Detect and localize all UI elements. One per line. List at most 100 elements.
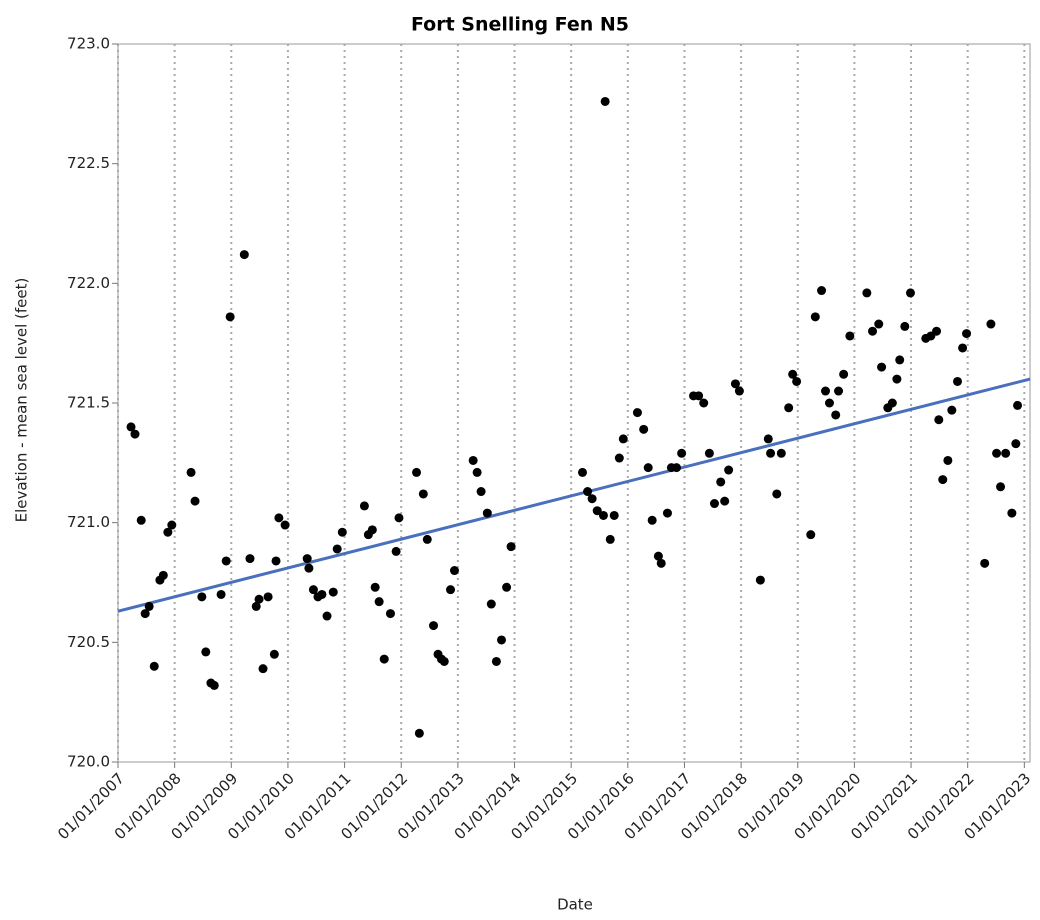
point <box>186 467 196 477</box>
point <box>862 288 872 298</box>
point <box>1007 508 1017 518</box>
point <box>704 448 714 458</box>
point <box>845 331 855 341</box>
point <box>598 510 608 520</box>
point <box>476 487 486 497</box>
point <box>834 386 844 396</box>
point <box>167 520 177 530</box>
point <box>614 453 624 463</box>
point <box>258 664 268 674</box>
point <box>672 463 682 473</box>
point <box>225 312 235 322</box>
point <box>839 369 849 379</box>
y-tick-label: 722.5 <box>67 154 110 172</box>
point <box>274 513 284 523</box>
point <box>947 405 957 415</box>
x-axis-label: Date <box>557 896 593 914</box>
point <box>245 554 255 564</box>
point <box>938 475 948 485</box>
point <box>280 520 290 530</box>
point <box>716 477 726 487</box>
point <box>136 515 146 525</box>
point <box>784 403 794 413</box>
point <box>412 467 422 477</box>
point <box>694 391 704 401</box>
point <box>385 609 395 619</box>
point <box>831 410 841 420</box>
point <box>996 482 1006 492</box>
point <box>868 326 878 336</box>
point <box>1013 400 1023 410</box>
point <box>724 465 734 475</box>
point <box>772 489 782 499</box>
point <box>374 597 384 607</box>
point <box>197 592 207 602</box>
point <box>905 288 915 298</box>
point <box>734 386 744 396</box>
point <box>163 527 173 537</box>
point <box>656 558 666 568</box>
point <box>379 654 389 664</box>
point <box>449 566 459 576</box>
point <box>221 556 231 566</box>
point <box>370 582 380 592</box>
point <box>600 96 610 106</box>
point <box>788 369 798 379</box>
point <box>391 546 401 556</box>
point <box>302 554 312 564</box>
point <box>810 312 820 322</box>
point <box>730 379 740 389</box>
point <box>418 489 428 499</box>
point <box>472 467 482 477</box>
point <box>653 551 663 561</box>
point <box>605 534 615 544</box>
point <box>892 374 902 384</box>
point <box>126 422 136 432</box>
point <box>577 467 587 477</box>
point <box>140 609 150 619</box>
point <box>446 585 456 595</box>
point <box>337 527 347 537</box>
point <box>776 448 786 458</box>
point <box>958 343 968 353</box>
point <box>422 534 432 544</box>
point <box>766 448 776 458</box>
point <box>254 594 264 604</box>
point <box>583 487 593 497</box>
y-tick-label: 723.0 <box>67 35 110 53</box>
point <box>271 556 281 566</box>
point <box>643 463 653 473</box>
point <box>662 508 672 518</box>
y-tick-label: 721.5 <box>67 394 110 412</box>
point <box>149 661 159 671</box>
point <box>144 601 154 611</box>
point <box>414 728 424 738</box>
point <box>216 589 226 599</box>
point <box>251 601 261 611</box>
point <box>821 386 831 396</box>
point <box>763 434 773 444</box>
point <box>209 680 219 690</box>
point <box>328 587 338 597</box>
point <box>332 544 342 554</box>
point <box>592 506 602 516</box>
point <box>932 326 942 336</box>
point <box>496 635 506 645</box>
point <box>439 656 449 666</box>
point <box>639 424 649 434</box>
y-tick-label: 720.0 <box>67 753 110 771</box>
point <box>158 570 168 580</box>
point <box>952 376 962 386</box>
point <box>359 501 369 511</box>
point <box>792 376 802 386</box>
point <box>1011 439 1021 449</box>
point <box>429 621 439 631</box>
y-axis-label: Elevation - mean sea level (feet) <box>13 278 31 523</box>
point <box>322 611 332 621</box>
point <box>1001 448 1011 458</box>
point <box>900 321 910 331</box>
y-tick-label: 722.0 <box>67 274 110 292</box>
point <box>239 250 249 260</box>
point <box>269 649 279 659</box>
